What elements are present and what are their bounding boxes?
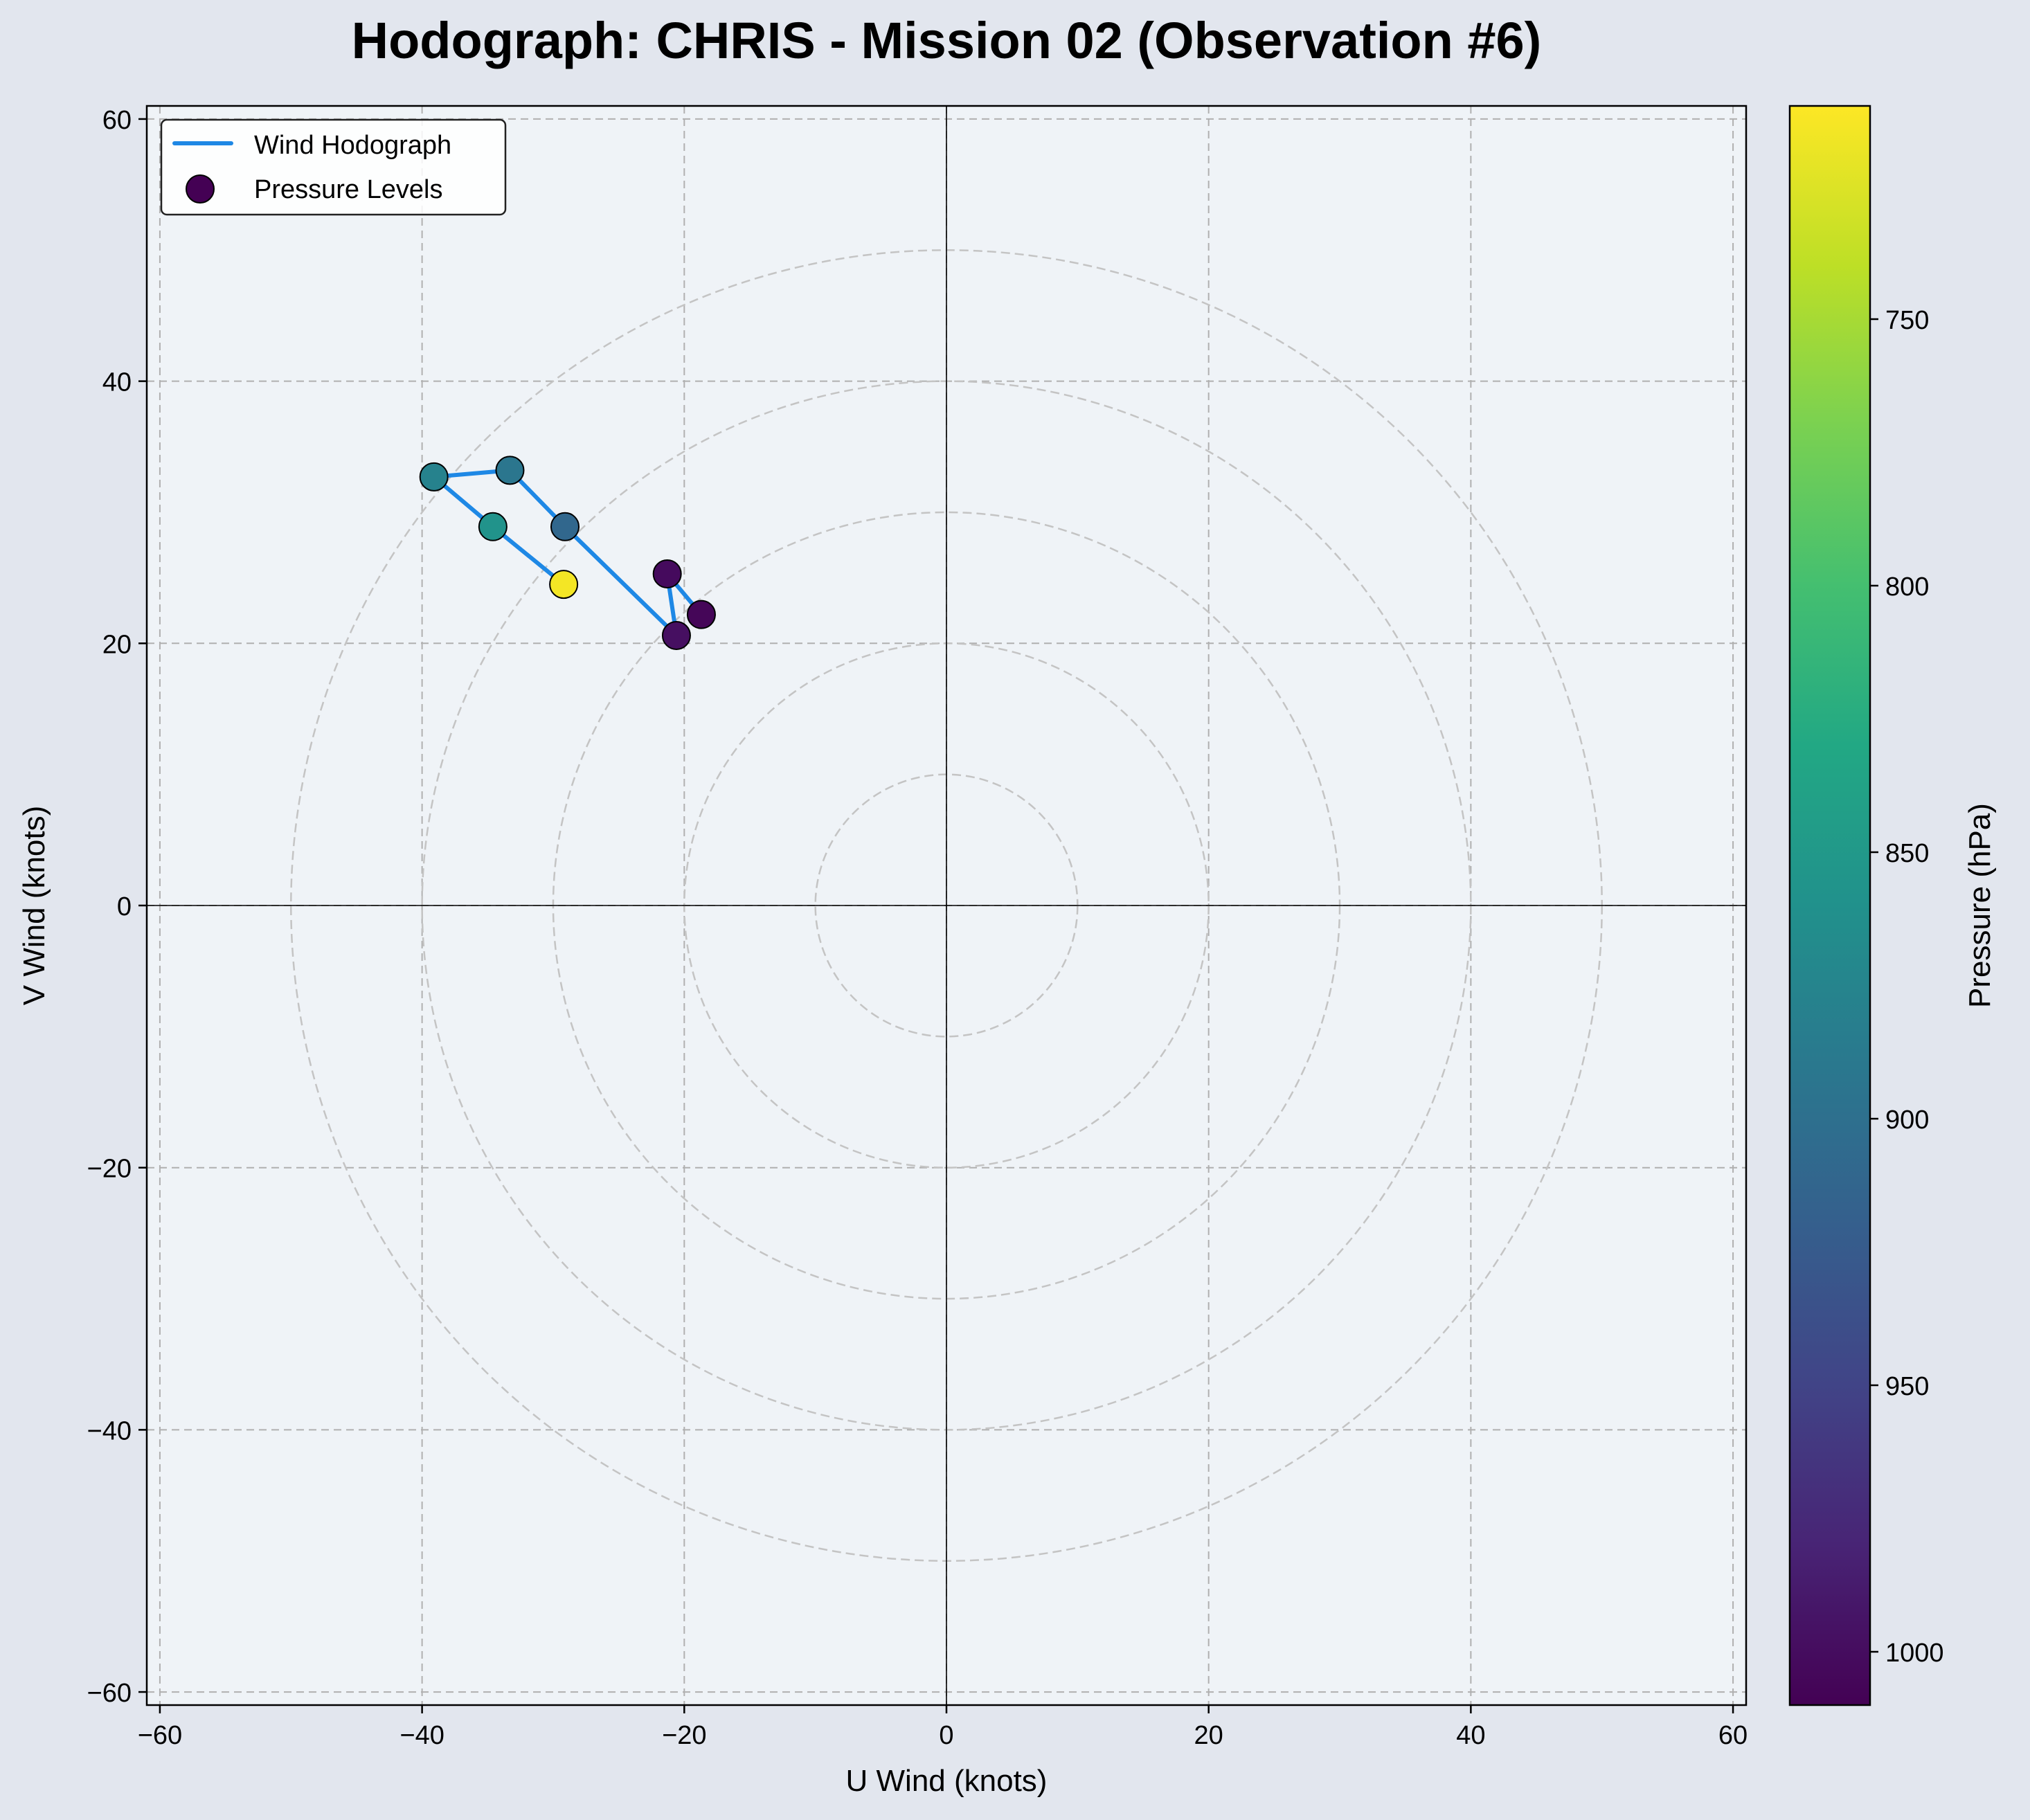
colorbar-label: Pressure (hPa): [1963, 803, 1997, 1008]
x-tick-label: 0: [939, 1721, 953, 1750]
legend: Wind Hodograph Pressure Levels: [160, 118, 507, 216]
colorbar: [1788, 105, 1871, 1706]
x-tick-label: −20: [662, 1721, 706, 1750]
y-tick-label: 60: [102, 106, 132, 135]
pressure-point-1: [652, 559, 682, 588]
legend-line-label: Wind Hodograph: [254, 131, 451, 160]
y-tick-label: 0: [117, 892, 132, 921]
pressure-level-points: [419, 456, 716, 650]
zero-axis-lines: [147, 106, 1746, 1705]
legend-box: [160, 118, 507, 216]
x-tick-label: −40: [399, 1721, 444, 1750]
colorbar-tick-label: 950: [1885, 1372, 1929, 1401]
colorbar-tick-label: 900: [1885, 1106, 1929, 1135]
chart-title: Hodograph: CHRIS - Mission 02 (Observati…: [352, 12, 1542, 69]
x-tick-label: 40: [1456, 1721, 1485, 1750]
y-tick-label: 40: [102, 368, 132, 397]
pressure-point-4: [495, 456, 525, 485]
x-tick-label: 20: [1194, 1721, 1223, 1750]
x-axis-ticks: −60 −40 −20 0 20 40 60: [138, 1705, 1748, 1750]
y-tick-label: −60: [87, 1679, 132, 1708]
y-tick-label: −40: [87, 1416, 132, 1445]
pressure-point-5: [419, 462, 449, 492]
y-tick-label: 20: [102, 630, 132, 659]
pressure-point-3: [550, 512, 580, 541]
x-tick-label: −60: [138, 1721, 182, 1750]
pressure-point-7: [549, 570, 579, 600]
y-axis-ticks: −60 −40 −20 0 20 40 60: [87, 106, 147, 1708]
pressure-point-2: [661, 620, 691, 650]
legend-point-swatch: [186, 174, 215, 204]
legend-point-label: Pressure Levels: [254, 175, 442, 204]
x-tick-label: 60: [1718, 1721, 1748, 1750]
colorbar-tick-label: 850: [1885, 839, 1929, 868]
y-axis-label: V Wind (knots): [17, 806, 51, 1006]
colorbar-ticks: 750 800 850 900 950 1000: [1870, 306, 1944, 1668]
colorbar-tick-label: 800: [1885, 573, 1929, 602]
pressure-point-0: [686, 600, 716, 629]
pressure-point-6: [478, 512, 507, 541]
y-tick-label: −20: [87, 1155, 132, 1184]
colorbar-tick-label: 750: [1885, 306, 1929, 335]
colorbar-tick-label: 1000: [1885, 1639, 1944, 1668]
x-axis-label: U Wind (knots): [846, 1764, 1048, 1798]
